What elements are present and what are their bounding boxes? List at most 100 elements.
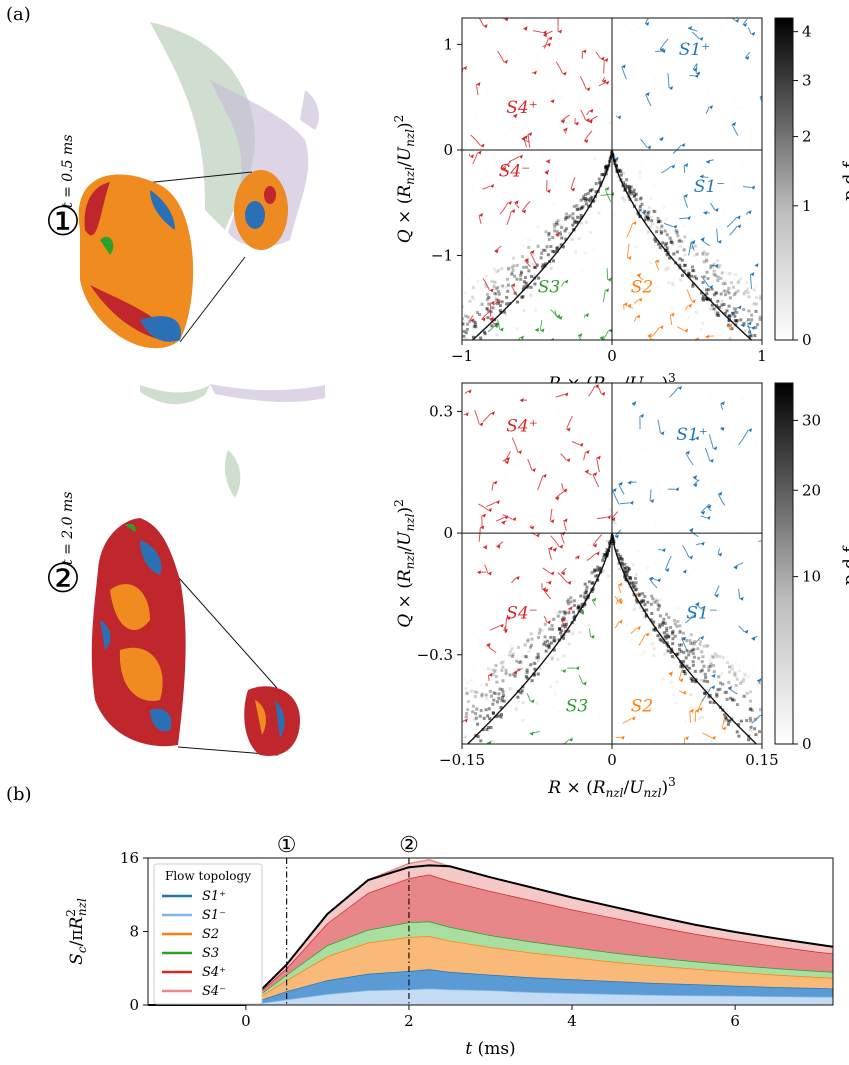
- streamline-arrow: [627, 303, 632, 308]
- streamline: [555, 230, 562, 236]
- colorbar: [774, 382, 794, 745]
- streamline-arrow: [632, 221, 637, 226]
- area-S3: [148, 921, 833, 1005]
- streamline-arrow: [612, 487, 617, 492]
- streamline-arrow: [588, 119, 593, 124]
- streamline: [751, 715, 761, 724]
- streamline: [601, 77, 606, 82]
- streamline-arrow: [575, 555, 580, 560]
- x-tick-label: 2: [404, 1012, 414, 1030]
- streamline-arrow: [747, 210, 752, 215]
- streamline-arrow: [695, 337, 700, 340]
- streamline-arrow: [685, 450, 690, 455]
- streamline-arrow: [584, 469, 589, 474]
- streamline-arrow: [645, 92, 650, 97]
- streamline-arrow: [621, 64, 626, 69]
- streamline: [501, 161, 512, 170]
- streamline: [603, 59, 605, 74]
- region-label-S4-: S4⁻: [499, 161, 530, 181]
- streamline: [617, 584, 622, 593]
- streamline-arrow: [737, 224, 742, 229]
- colorbar-tick-label: 10: [802, 568, 821, 586]
- streamline-arrow: [463, 718, 468, 723]
- streamline: [749, 274, 753, 289]
- streamline: [679, 217, 687, 220]
- streamline: [506, 211, 512, 226]
- streamline-arrow: [487, 571, 492, 576]
- streamline-arrow: [695, 708, 700, 713]
- streamline-arrow: [548, 546, 553, 551]
- streamline: [695, 637, 701, 643]
- streamline: [641, 211, 647, 216]
- streamline: [717, 493, 726, 506]
- streamline-arrow: [523, 26, 528, 31]
- streamline: [487, 325, 495, 333]
- streamline-arrow: [689, 527, 694, 532]
- streamline: [600, 193, 611, 196]
- streamline: [669, 387, 679, 398]
- streamline-arrow: [548, 36, 553, 41]
- streamline-arrow: [505, 456, 510, 461]
- colorbar: [774, 17, 794, 341]
- streamline: [630, 627, 638, 634]
- qr-plot-row2: S1⁺ S4⁺ S4⁻ S1⁻ S3 S2 −0.15 0 0.15 0.3 0 −0.3 R × (R…: [392, 382, 849, 800]
- region-label-S2: S2: [631, 277, 653, 297]
- streamline: [693, 479, 700, 486]
- x-tick-label: −0.15: [439, 751, 485, 769]
- streamline-arrow: [469, 154, 474, 159]
- x-tick-label: 0: [607, 751, 617, 769]
- streamline-arrow: [585, 449, 590, 454]
- row2-rendering: ② t = 2.0 ms: [45, 384, 325, 756]
- streamline-arrow: [594, 384, 599, 389]
- panel-b-label: (b): [6, 784, 32, 805]
- streamline-arrow: [620, 735, 625, 740]
- streamline-arrow: [483, 545, 488, 550]
- y-tick-label: −1: [431, 247, 453, 265]
- streamline-arrow: [682, 569, 687, 574]
- legend: [153, 863, 263, 1005]
- streamline-arrow: [696, 71, 701, 76]
- streamline-arrow: [592, 597, 597, 602]
- streamline-arrow: [675, 487, 680, 492]
- streamline-arrow: [688, 555, 693, 560]
- streamline: [543, 615, 548, 623]
- zoom-line-bottom: [179, 256, 246, 343]
- streamline: [726, 217, 738, 228]
- y-tick-label: 0: [443, 524, 453, 542]
- streamline: [478, 18, 485, 27]
- streamline-arrow: [496, 300, 501, 305]
- region-label-S4+: S4⁺: [506, 98, 537, 118]
- streamline: [563, 520, 567, 531]
- streamline-arrow: [495, 500, 500, 505]
- streamline: [745, 212, 749, 216]
- streamline-arrow: [559, 544, 564, 549]
- streamline: [746, 325, 752, 329]
- streamline-arrow: [568, 606, 573, 611]
- streamline: [756, 680, 761, 685]
- streamline-arrow: [593, 543, 598, 548]
- streamline-arrow: [736, 215, 741, 220]
- streamline: [478, 503, 489, 511]
- streamline-arrow: [617, 115, 622, 120]
- streamline-arrow: [614, 156, 619, 161]
- y-tick-label: 8: [129, 923, 139, 941]
- streamline: [733, 562, 744, 568]
- streamline-arrow: [748, 428, 753, 433]
- streamline-arrow: [574, 121, 579, 126]
- streamline-arrow: [661, 49, 666, 54]
- streamline-arrow: [578, 333, 583, 338]
- time-marker-label: ①: [277, 833, 297, 858]
- streamline: [720, 403, 724, 410]
- streamline-arrow: [546, 159, 551, 164]
- streamline: [694, 339, 697, 340]
- streamline: [592, 474, 600, 488]
- streamline-arrow: [631, 716, 636, 721]
- streamline-arrow: [659, 136, 664, 141]
- streamline-arrow: [585, 118, 590, 123]
- streamline-arrow: [700, 541, 705, 546]
- streamline-arrow: [684, 328, 689, 333]
- streamline: [474, 409, 480, 425]
- colorbar-label: p.d.f.: [840, 157, 849, 201]
- streamline: [759, 96, 762, 103]
